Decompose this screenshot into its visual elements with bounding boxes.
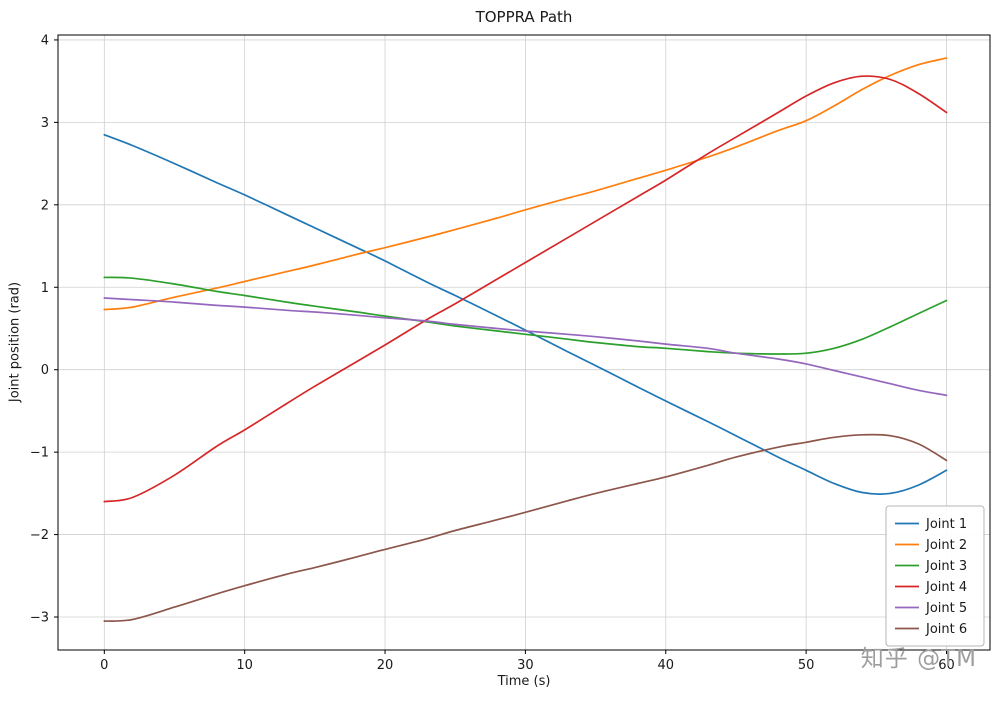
- legend-item: Joint 1: [895, 517, 967, 532]
- y-tick-label: −2: [30, 528, 49, 543]
- x-tick-label: 10: [236, 658, 253, 673]
- plot-frame: [57, 34, 991, 651]
- gridlines: [58, 35, 990, 650]
- series-line-joint-2: [103, 57, 948, 311]
- legend-label: Joint 1: [925, 517, 967, 532]
- y-tick-label: −3: [30, 611, 49, 626]
- series-lines: [103, 57, 948, 622]
- legend-label: Joint 4: [925, 580, 967, 595]
- x-tick-label: 50: [798, 658, 815, 673]
- legend-item: Joint 3: [895, 559, 967, 574]
- y-tick-label: 3: [41, 116, 49, 131]
- legend-label: Joint 3: [925, 559, 967, 574]
- series-line-joint-1: [103, 133, 948, 495]
- y-axis-label: Joint position (rad): [7, 281, 23, 403]
- y-tick-label: 0: [41, 363, 49, 378]
- y-tick-label: −1: [30, 446, 49, 461]
- legend-label: Joint 5: [925, 601, 967, 616]
- legend-item: Joint 4: [895, 580, 967, 595]
- legend-label: Joint 6: [925, 622, 967, 637]
- x-tick-label: 20: [377, 658, 394, 673]
- legend-box: [885, 505, 985, 647]
- legend: Joint 1 Joint 2 Joint 3 Joint 4 Joint 5 Joint…: [885, 505, 985, 647]
- x-tick-label: 0: [100, 658, 108, 673]
- legend-item: Joint 2: [895, 538, 967, 553]
- series-line-joint-5: [103, 297, 948, 397]
- y-tick-label: 2: [41, 198, 49, 213]
- series-line-joint-3: [103, 276, 948, 355]
- axis-ticks: 0 10 20 30 40 50 60 −3 −2 −1 0 1 2 3 4: [30, 33, 955, 673]
- series-line-joint-6: [103, 433, 948, 622]
- legend-label: Joint 2: [925, 538, 967, 553]
- x-tick-label: 40: [657, 658, 674, 673]
- watermark: 知乎 @TM: [860, 646, 977, 672]
- y-tick-label: 1: [41, 281, 49, 296]
- y-tick-label: 4: [41, 33, 49, 48]
- legend-item: Joint 6: [895, 622, 967, 637]
- chart-title: TOPPRA Path: [475, 8, 573, 26]
- legend-item: Joint 5: [895, 601, 967, 616]
- series-line-joint-4: [103, 75, 948, 503]
- x-axis-label: Time (s): [497, 674, 551, 689]
- x-tick-label: 30: [517, 658, 534, 673]
- x-tick-label: 60: [938, 658, 955, 673]
